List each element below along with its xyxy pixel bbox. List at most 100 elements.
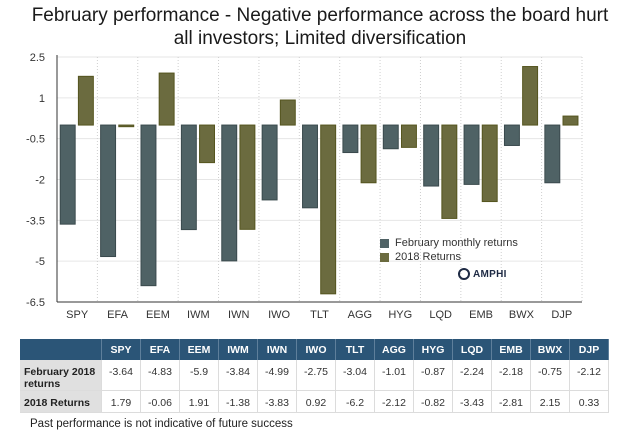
bar-february	[180, 124, 197, 231]
x-tick-label: EEM	[146, 309, 170, 321]
bar-2018	[199, 124, 216, 164]
bar-2018	[400, 124, 417, 148]
table-row-label: February 2018 returns	[20, 360, 102, 391]
legend-label-february: February monthly returns	[395, 237, 518, 249]
bar-february	[140, 124, 157, 287]
table-cell: 2.15	[530, 390, 570, 413]
table-cell: -2.12	[374, 390, 414, 413]
table-cell: 1.79	[101, 390, 141, 413]
chart-legend: February monthly returns 2018 Returns	[380, 236, 518, 264]
bar-february	[302, 124, 318, 209]
chart-title: February performance - Negative performa…	[0, 4, 640, 50]
table-cell: -3.84	[218, 360, 258, 391]
bar-february	[59, 124, 76, 225]
legend-item-february: February monthly returns	[380, 236, 518, 250]
x-tick-label: SPY	[66, 309, 89, 321]
table-cell: -2.81	[491, 390, 531, 413]
bar-february	[342, 124, 359, 154]
table-row-2018: 2018 Returns 1.79 -0.06 1.91 -1.38 -3.83…	[20, 390, 609, 413]
legend-item-2018: 2018 Returns	[380, 250, 518, 264]
table-cell: -4.83	[140, 360, 180, 391]
table-cell: -0.06	[140, 390, 180, 413]
table-column-header: IWN	[257, 339, 297, 360]
x-tick-label: EFA	[107, 309, 128, 321]
bar-chart: 2.5 1 -0.5 -2 -3.5 -5 -6.5 SPY EFA EEM IWM IWN IWO TL…	[26, 52, 583, 321]
amphi-logo: AMPHI	[458, 268, 507, 280]
bar-february	[503, 124, 520, 146]
chart-title-line-1: February performance - Negative performa…	[31, 5, 609, 26]
y-tick-label: -3.5	[26, 215, 45, 227]
bar-2018	[481, 124, 498, 203]
bar-2018	[320, 124, 337, 295]
chart-title-line-2: all investors; Limited diversification	[173, 28, 467, 49]
table-cell: -3.83	[257, 390, 297, 413]
table-cell: -5.9	[179, 360, 219, 391]
returns-table: SPY EFA EEM IWM IWN IWO TLT AGG HYG LQD …	[20, 339, 609, 413]
table-column-header: BWX	[530, 339, 570, 360]
table-header-row: SPY EFA EEM IWM IWN IWO TLT AGG HYG LQD …	[20, 339, 609, 360]
table-cell: -1.01	[374, 360, 414, 391]
table-corner-cell	[20, 339, 102, 360]
y-tick-label: -5	[35, 256, 45, 268]
table-column-header: LQD	[452, 339, 492, 360]
table-cell: -0.82	[413, 390, 453, 413]
bar-february	[463, 124, 480, 185]
y-tick-label: 2.5	[30, 52, 45, 64]
y-tick-label: -6.5	[26, 297, 45, 309]
table-column-header: AGG	[374, 339, 414, 360]
x-tick-label: AGG	[348, 309, 372, 321]
table-column-header: EFA	[140, 339, 180, 360]
table-column-header: TLT	[335, 339, 375, 360]
x-tick-label: LQD	[429, 309, 452, 321]
bar-2018	[562, 115, 579, 126]
table-cell: -0.87	[413, 360, 453, 391]
table-column-header: IWM	[218, 339, 258, 360]
table-cell: -3.64	[101, 360, 141, 391]
table-column-header: HYG	[413, 339, 453, 360]
x-tick-label: IWM	[187, 309, 210, 321]
table-column-header: DJP	[569, 339, 609, 360]
y-tick-label: 1	[39, 93, 45, 105]
table-cell: 0.92	[296, 390, 336, 413]
bar-february	[261, 124, 278, 201]
y-tick-label: -0.5	[26, 134, 45, 146]
y-tick-label: -2	[35, 175, 45, 187]
bar-2018	[279, 99, 296, 126]
table-cell: 1.91	[179, 390, 219, 413]
table-cell: -2.24	[452, 360, 492, 391]
table-row-february: February 2018 returns -3.64 -4.83 -5.9 -…	[20, 360, 609, 391]
x-tick-label: EMB	[469, 309, 493, 321]
table-cell: -3.04	[335, 360, 375, 391]
bar-february	[423, 124, 440, 187]
x-tick-label: IWN	[228, 309, 249, 321]
bar-2018	[360, 124, 377, 184]
x-tick-label: IWO	[268, 309, 290, 321]
table-cell: 0.33	[569, 390, 609, 413]
table-cell: -0.75	[530, 360, 570, 391]
bar-february	[100, 124, 117, 258]
x-tick-label: HYG	[388, 309, 412, 321]
bar-2018	[522, 66, 539, 126]
bar-2018	[441, 124, 458, 219]
x-tick-label: BWX	[509, 309, 535, 321]
bar-2018	[118, 124, 135, 128]
legend-swatch-2018	[380, 252, 389, 262]
bar-2018	[158, 72, 175, 126]
bar-february	[221, 124, 238, 262]
table-cell: -6.2	[335, 390, 375, 413]
table-cell: -4.99	[257, 360, 297, 391]
table-cell: -2.12	[569, 360, 609, 391]
table-column-header: SPY	[101, 339, 141, 360]
bar-2018	[77, 75, 94, 126]
bar-2018	[239, 124, 256, 230]
x-tick-label: TLT	[310, 309, 329, 321]
table-cell: -3.43	[452, 390, 492, 413]
x-tick-label: DJP	[551, 309, 572, 321]
amphi-logo-icon	[458, 268, 470, 280]
bar-february	[382, 124, 399, 150]
table-cell: -2.18	[491, 360, 531, 391]
table-column-header: EEM	[179, 339, 219, 360]
footnote: Past performance is not indicative of fu…	[30, 418, 293, 430]
legend-swatch-february	[380, 238, 389, 248]
table-column-header: IWO	[296, 339, 336, 360]
